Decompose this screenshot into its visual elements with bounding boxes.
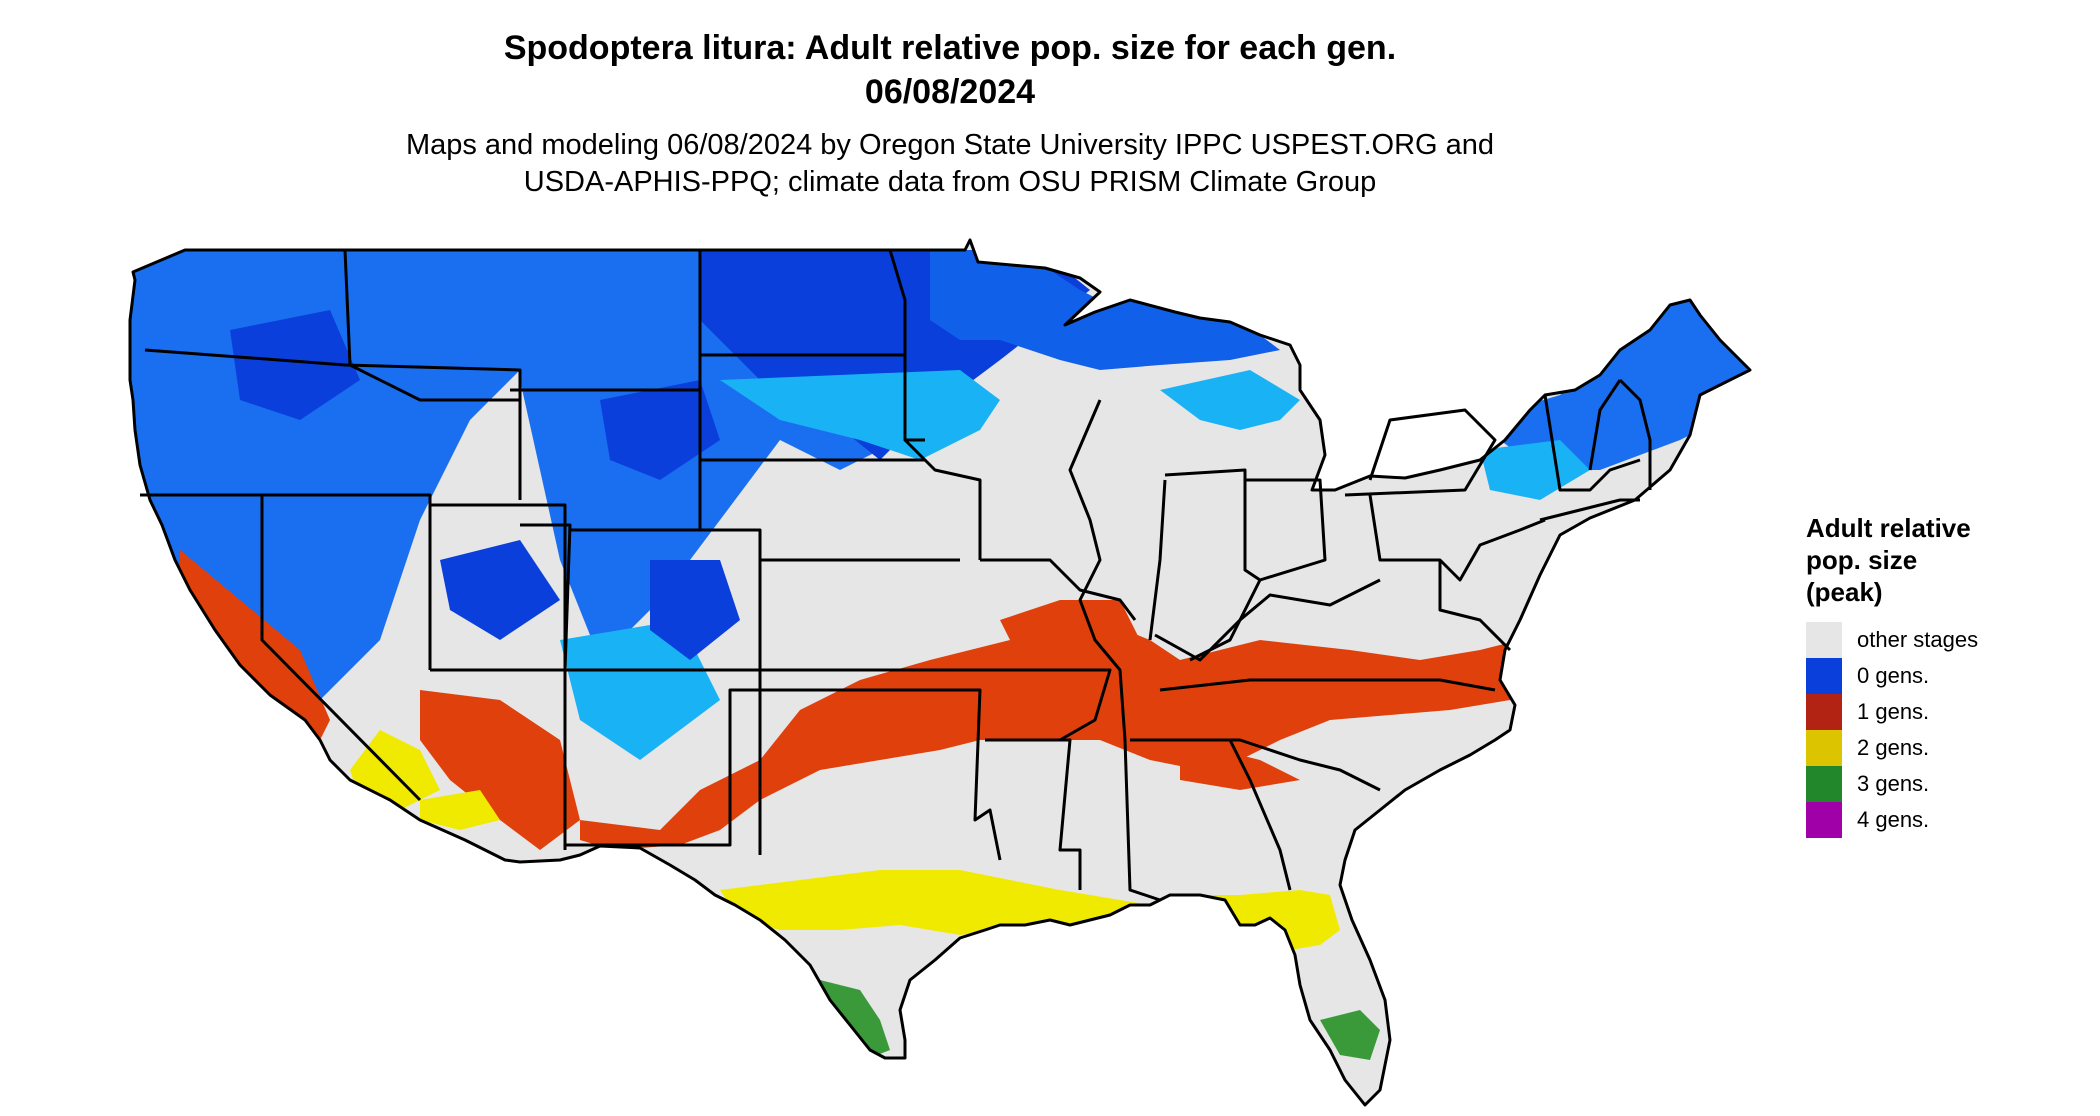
legend-title-line2: pop. size bbox=[1806, 545, 1918, 575]
legend-title-line1: Adult relative bbox=[1806, 513, 1971, 543]
state-borders bbox=[128, 238, 1752, 1107]
map-subtitle-line1: Maps and modeling 06/08/2024 by Oregon S… bbox=[405, 129, 1495, 161]
legend-item-3-gens: 3 gens. bbox=[1806, 766, 2086, 802]
legend-swatch-0-gens bbox=[1806, 658, 1842, 694]
legend-item-2-gens: 2 gens. bbox=[1806, 730, 2086, 766]
legend-item-1-gens: 1 gens. bbox=[1806, 694, 2086, 730]
phenology-fill bbox=[130, 240, 1750, 1105]
legend: Adult relative pop. size (peak) other st… bbox=[1806, 512, 2086, 838]
legend-label-0-gens: 0 gens. bbox=[1857, 663, 1930, 688]
legend-title-line3: (peak) bbox=[1806, 577, 1883, 607]
legend-label-other-stages: other stages bbox=[1857, 627, 1979, 652]
legend-swatch-1-gens bbox=[1806, 694, 1842, 730]
map-date: 06/08/2024 bbox=[864, 73, 1036, 111]
legend-swatch-2-gens bbox=[1806, 730, 1842, 766]
map-title: Spodoptera litura: Adult relative pop. s… bbox=[503, 29, 1397, 67]
map-subtitle-line2: USDA-APHIS-PPQ; climate data from OSU PR… bbox=[523, 166, 1377, 198]
legend-swatch-other-stages bbox=[1806, 622, 1842, 658]
legend-item-0-gens: 0 gens. bbox=[1806, 658, 2086, 694]
legend-label-1-gens: 1 gens. bbox=[1857, 699, 1930, 724]
legend-label-2-gens: 2 gens. bbox=[1857, 735, 1930, 760]
legend-label-3-gens: 3 gens. bbox=[1857, 771, 1930, 796]
legend-item-4-gens: 4 gens. bbox=[1806, 802, 2086, 838]
legend-swatch-3-gens bbox=[1806, 766, 1842, 802]
legend-label-4-gens: 4 gens. bbox=[1857, 807, 1930, 832]
legend-item-other-stages: other stages bbox=[1806, 622, 2086, 658]
legend-swatch-4-gens bbox=[1806, 802, 1842, 838]
